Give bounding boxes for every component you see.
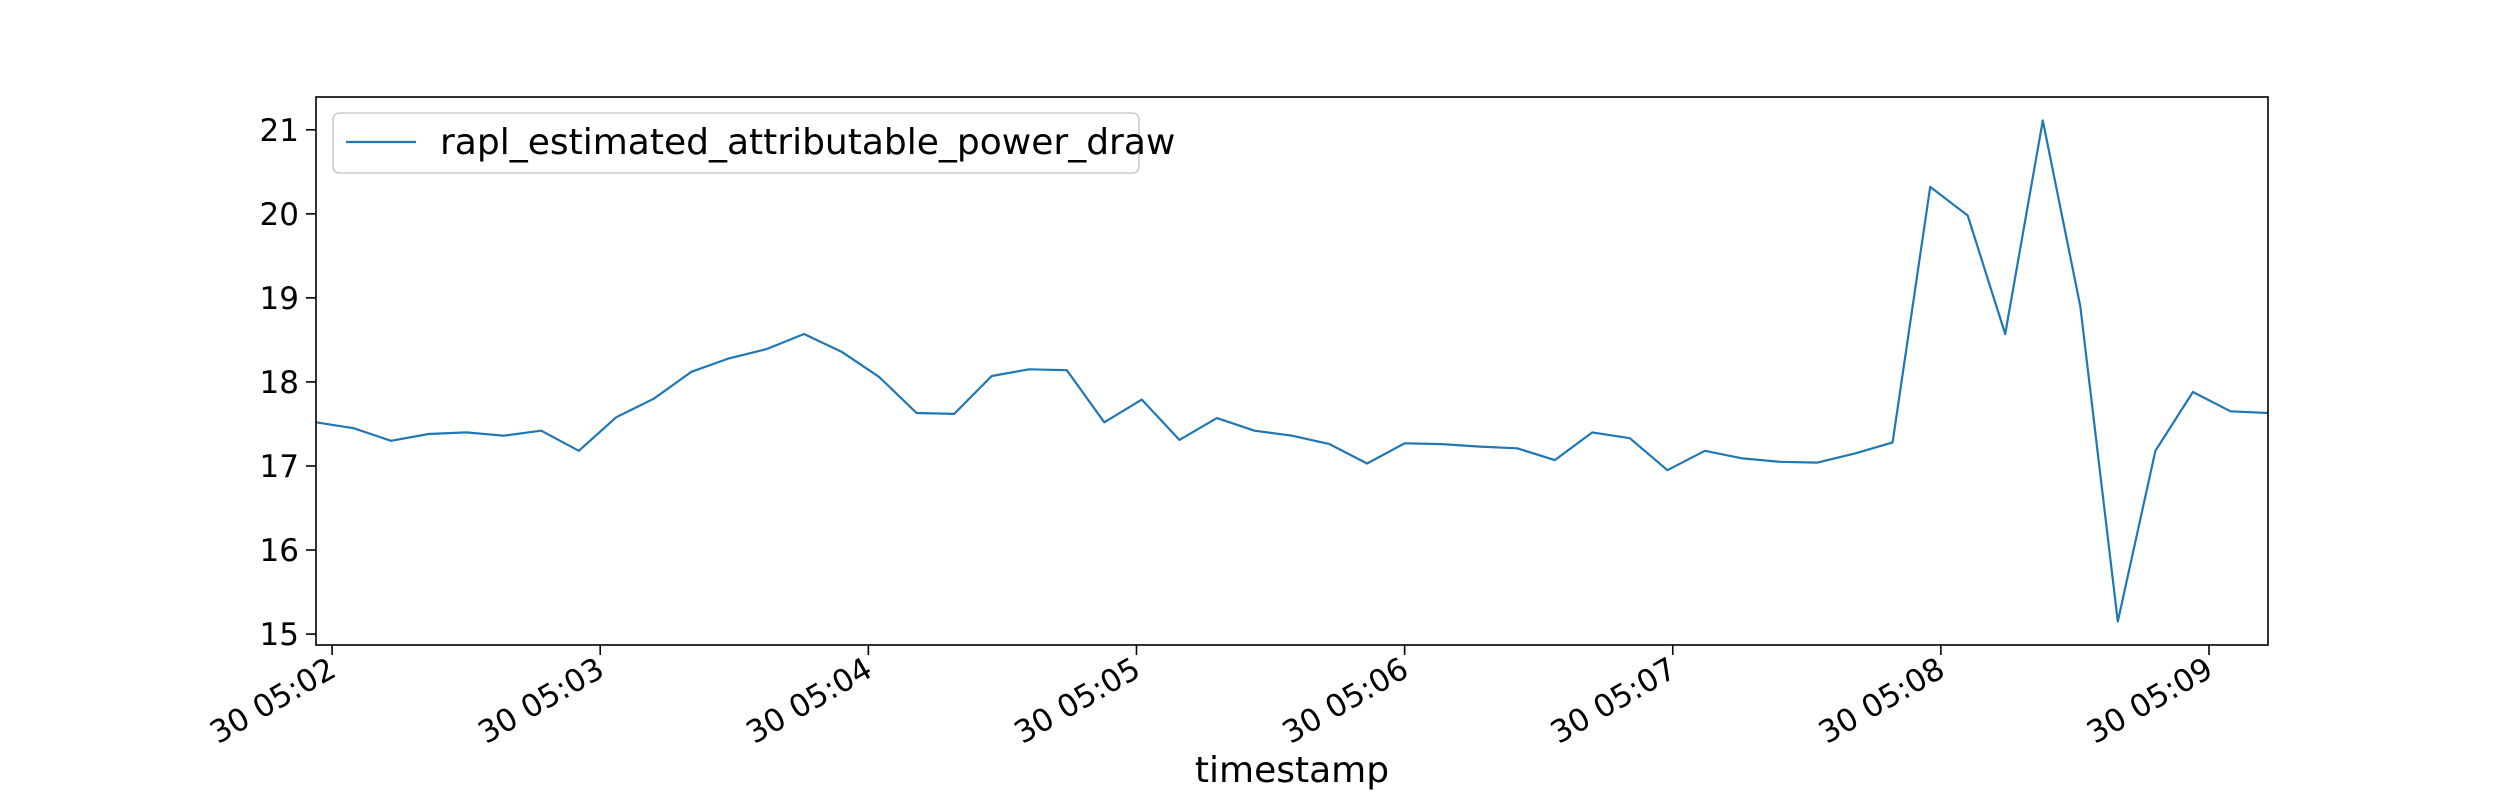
legend-label: rapl_estimated_attributable_power_draw <box>440 122 1175 163</box>
y-axis: 15 16 17 18 19 20 21 <box>260 113 316 653</box>
y-tick-label: 15 <box>260 617 299 653</box>
legend-box <box>332 112 1140 174</box>
x-tick-label: 30 05:07 <box>1545 651 1683 751</box>
y-tick-label: 19 <box>260 281 299 317</box>
x-tick-label: 30 05:02 <box>204 651 342 751</box>
x-tick-label: 30 05:09 <box>2081 651 2219 751</box>
plot-background <box>316 97 2268 645</box>
x-tick-label: 30 05:06 <box>1277 651 1415 751</box>
x-axis: 30 05:02 30 05:03 30 05:04 30 05:05 30 05:06… <box>204 645 2219 751</box>
legend: rapl_estimated_attributable_power_draw <box>332 112 1175 174</box>
x-tick-label: 30 05:03 <box>472 651 610 751</box>
x-tick-label: 30 05:04 <box>740 651 878 751</box>
y-tick-label: 21 <box>260 113 299 149</box>
plot-frame <box>315 96 2269 646</box>
y-tick-label: 20 <box>260 197 299 233</box>
x-tick-label: 30 05:08 <box>1813 651 1951 751</box>
x-axis-label: timestamp <box>1195 750 1389 791</box>
y-tick-label: 16 <box>260 533 299 569</box>
x-tick-label: 30 05:05 <box>1008 651 1146 751</box>
y-tick-label: 18 <box>260 365 299 401</box>
series-line-power-draw <box>315 119 2269 623</box>
y-tick-label: 17 <box>260 449 299 485</box>
